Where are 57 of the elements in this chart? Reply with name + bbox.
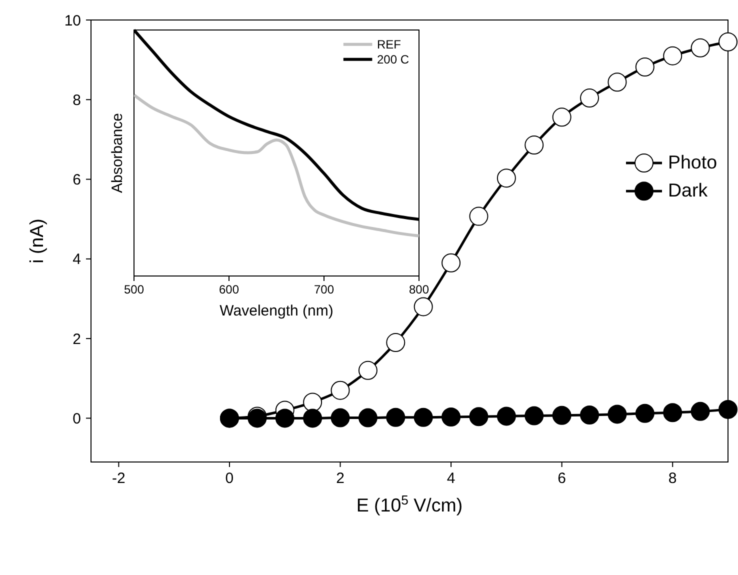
point	[358, 360, 378, 380]
y-tick-label: 2	[72, 330, 81, 348]
point	[690, 38, 710, 58]
y-axis-title: i (nA)	[26, 218, 47, 264]
point	[442, 408, 461, 427]
x-tick-label: 700	[314, 282, 334, 297]
point	[496, 406, 516, 426]
legend-label: 200 C	[377, 52, 410, 67]
point	[608, 72, 627, 92]
x-tick-label: -2	[112, 470, 126, 487]
point	[386, 408, 406, 427]
point	[524, 136, 544, 155]
y-tick-label: 8	[72, 92, 81, 109]
point	[690, 402, 710, 421]
y-tick-label: 10	[64, 12, 81, 30]
point	[275, 408, 294, 428]
point	[718, 32, 738, 52]
point	[469, 206, 488, 226]
x-tick-label: 4	[446, 470, 456, 487]
point	[358, 408, 378, 428]
point	[330, 408, 350, 428]
x-axis-title: E (10$^{5}$ V/cm)	[356, 492, 463, 516]
point	[663, 403, 682, 422]
point	[580, 88, 600, 108]
point	[524, 406, 544, 426]
x-tick-label: 800	[408, 282, 430, 297]
point	[303, 392, 322, 412]
point	[552, 108, 572, 127]
point	[496, 168, 516, 188]
legend-label: Dark	[668, 179, 708, 200]
x-axis-title: Wavelength (nm)	[220, 302, 334, 320]
x-tick-label: 2	[336, 470, 344, 487]
point	[718, 400, 738, 419]
point	[442, 253, 461, 272]
legend-label: Photo	[668, 151, 717, 172]
point	[469, 407, 488, 426]
legend-label: REF	[377, 38, 401, 52]
x-tick-label: 6	[558, 470, 566, 487]
point	[663, 46, 682, 66]
y-axis-title: Absorbance	[109, 112, 126, 194]
point	[635, 404, 654, 423]
x-tick-label: 600	[218, 282, 240, 297]
x-tick-label: 0	[225, 470, 234, 487]
point	[386, 333, 406, 352]
point	[330, 380, 350, 400]
point	[414, 297, 433, 316]
point	[414, 408, 433, 427]
y-tick-label: 4	[72, 251, 81, 268]
point	[303, 408, 322, 428]
point	[635, 57, 654, 76]
point	[608, 404, 627, 424]
x-tick-label: 500	[124, 282, 144, 297]
point	[580, 406, 600, 425]
y-tick-label: 0	[72, 410, 81, 428]
point	[552, 406, 572, 425]
x-tick-label: 8	[668, 470, 677, 487]
y-tick-label: 6	[72, 172, 81, 189]
